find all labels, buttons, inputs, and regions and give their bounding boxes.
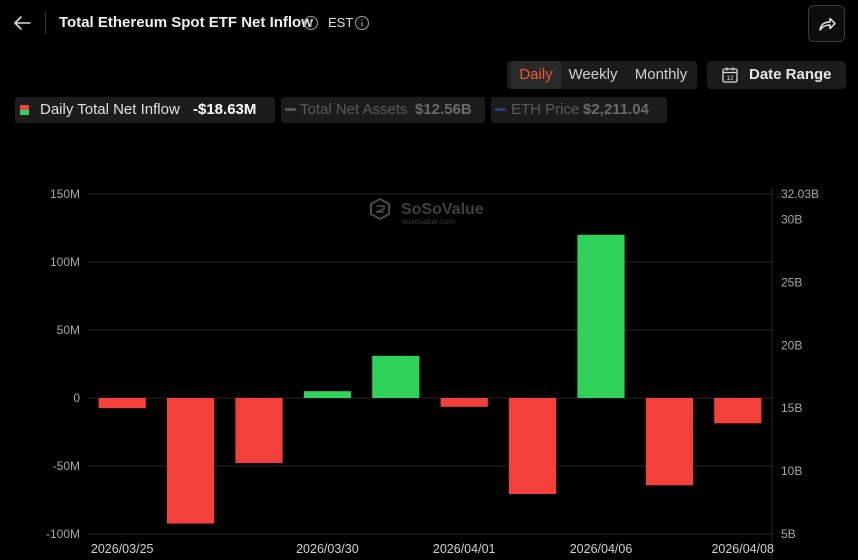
y-tick-label: 50M — [57, 323, 80, 337]
bar-2026-04-02[interactable] — [509, 398, 557, 495]
legend-total-net-assets[interactable]: Total Net Assets $12.56B — [281, 97, 485, 123]
bar-2026-04-07[interactable] — [645, 398, 693, 486]
timezone-label: EST — [328, 15, 354, 30]
date-range-label: Date Range — [749, 66, 832, 83]
bar-2026-03-30[interactable] — [303, 391, 351, 398]
legend-daily-net-inflow[interactable]: Daily Total Net Inflow -$18.63M — [15, 97, 275, 123]
y2-tick-label: 5B — [781, 527, 796, 541]
y-tick-label: 0 — [73, 391, 80, 405]
y-tick-label: -100M — [46, 527, 80, 541]
period-tabs: Daily Weekly Monthly — [507, 61, 697, 89]
bar-2026-03-26[interactable] — [167, 398, 215, 524]
page-title: Total Ethereum Spot ETF Net Inflow — [59, 14, 313, 31]
watermark-name: SoSoValue — [401, 201, 484, 218]
x-tick-label: 2026/03/25 — [91, 542, 154, 556]
share-button[interactable] — [808, 5, 845, 42]
legend-line-icon — [285, 108, 296, 111]
bar-2026-03-27[interactable] — [235, 398, 283, 464]
tab-daily[interactable]: Daily — [511, 61, 561, 89]
bar-2026-04-01[interactable] — [440, 398, 488, 407]
tab-monthly[interactable]: Monthly — [634, 66, 688, 83]
tab-weekly[interactable]: Weekly — [568, 66, 618, 83]
legend-value: $2,211.04 — [583, 101, 649, 118]
bar-2026-03-31[interactable] — [372, 355, 420, 398]
bar-2026-04-06[interactable] — [577, 234, 625, 398]
share-icon — [819, 17, 836, 31]
bar-2026-04-08[interactable] — [714, 398, 762, 424]
svg-text:12: 12 — [726, 75, 734, 82]
y-tick-label: 100M — [50, 255, 80, 269]
legend-value: $12.56B — [415, 101, 472, 118]
y-tick-label: 150M — [50, 187, 80, 201]
watermark: SoSoValue sosovalue.com — [370, 197, 484, 226]
y-tick-label: -50M — [53, 459, 80, 473]
info-icon[interactable] — [303, 15, 319, 31]
legend-label: ETH Price — [511, 101, 580, 118]
y2-tick-label: 20B — [781, 338, 802, 352]
y2-tick-label: 30B — [781, 213, 802, 227]
legend-label: Total Net Assets — [300, 101, 408, 118]
header: Total Ethereum Spot ETF Net Inflow EST — [0, 0, 858, 48]
bar-2026-03-25[interactable] — [98, 398, 146, 409]
x-tick-label: 2026/04/06 — [570, 542, 633, 556]
y2-tick-label: 15B — [781, 401, 802, 415]
y2-tick-label: 25B — [781, 275, 802, 289]
watermark-site: sosovalue.com — [402, 217, 456, 226]
calendar-icon: 12 — [722, 67, 738, 83]
y2-tick-label: 10B — [781, 464, 802, 478]
timezone-info-icon[interactable] — [354, 15, 370, 31]
x-tick-label: 2026/04/01 — [433, 542, 496, 556]
x-tick-label: 2026/03/30 — [296, 542, 359, 556]
legend-bar-icon — [20, 105, 29, 115]
legend-eth-price[interactable]: ETH Price $2,211.04 — [491, 97, 667, 123]
back-arrow-icon[interactable] — [10, 10, 36, 36]
date-range-button[interactable]: 12 Date Range — [707, 61, 846, 89]
y2-tick-label: 32.03B — [781, 187, 819, 201]
legend-line-icon — [495, 108, 506, 111]
legend-label: Daily Total Net Inflow — [40, 101, 180, 118]
net-inflow-bar-chart: SoSoValue sosovalue.com 150M 100M 50M 0 -50M… — [46, 187, 819, 560]
x-tick-label: 2026/04/08 — [711, 542, 774, 556]
legend-value: -$18.63M — [193, 101, 257, 118]
header-divider — [45, 12, 46, 34]
